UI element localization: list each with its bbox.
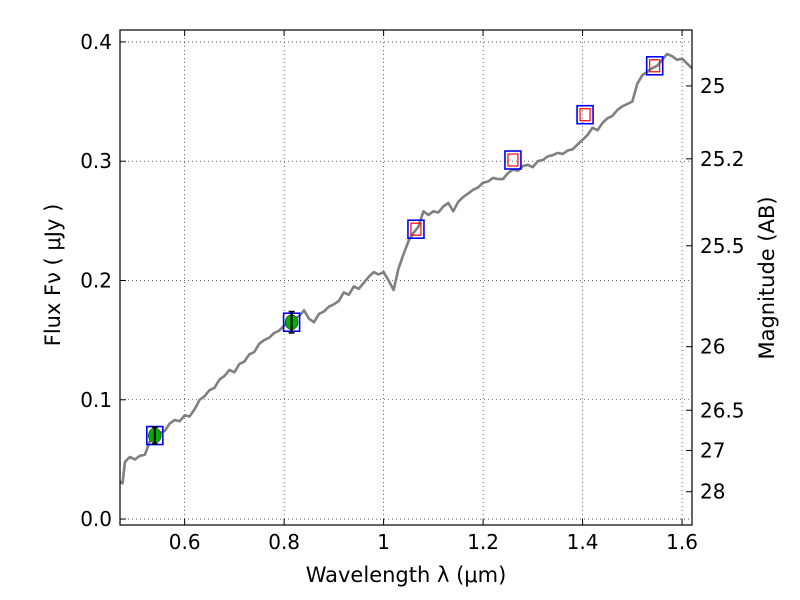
y2-tick-label: 26.5 <box>700 398 745 422</box>
spectrum-line <box>119 52 693 485</box>
x-tick-label: 1 <box>377 530 390 554</box>
y-tick-label: 0.0 <box>80 507 112 531</box>
y2-tick-label: 28 <box>700 480 725 504</box>
y-tick-label: 0.1 <box>80 388 112 412</box>
y2-axis-label: Magnitude (AB) <box>755 196 779 359</box>
plot-frame <box>119 29 693 526</box>
x-tick-label: 0.6 <box>169 530 201 554</box>
model-photometry-marker <box>407 219 425 239</box>
y-tick-label: 0.3 <box>80 149 112 173</box>
y2-tick-label: 27 <box>700 438 725 462</box>
x-axis-label: Wavelength λ (μm) <box>306 563 507 587</box>
x-tick-label: 1.4 <box>567 530 599 554</box>
y2-tick-label: 26 <box>700 335 725 359</box>
x-tick-label: 1.6 <box>666 530 698 554</box>
y2-tick-label: 25.5 <box>700 234 745 258</box>
model-photometry-marker <box>645 55 664 76</box>
x-tick-label: 1.2 <box>467 530 499 554</box>
model-photometry-marker <box>504 150 522 170</box>
grid <box>120 30 692 525</box>
x-tick-label: 0.8 <box>268 530 300 554</box>
y2-tick-label: 25 <box>700 74 725 98</box>
y-tick-label: 0.2 <box>80 268 112 292</box>
upper-limit-marker <box>649 59 661 73</box>
upper-limit-marker <box>579 108 591 122</box>
ticks: 0.6 0.8 1 1.2 1.4 1.6 0.0 0.1 0.2 0.3 0.4 25 25.2 25.… <box>80 30 744 554</box>
series-layer <box>119 52 693 485</box>
upper-limit-marker <box>507 153 519 167</box>
y-tick-label: 0.4 <box>80 30 112 54</box>
upper-limit-marker <box>410 222 422 236</box>
y2-tick-label: 25.2 <box>700 147 745 171</box>
model-photometry-marker <box>576 104 594 125</box>
y-axis-label: Flux Fν ( μJy ) <box>41 204 65 347</box>
